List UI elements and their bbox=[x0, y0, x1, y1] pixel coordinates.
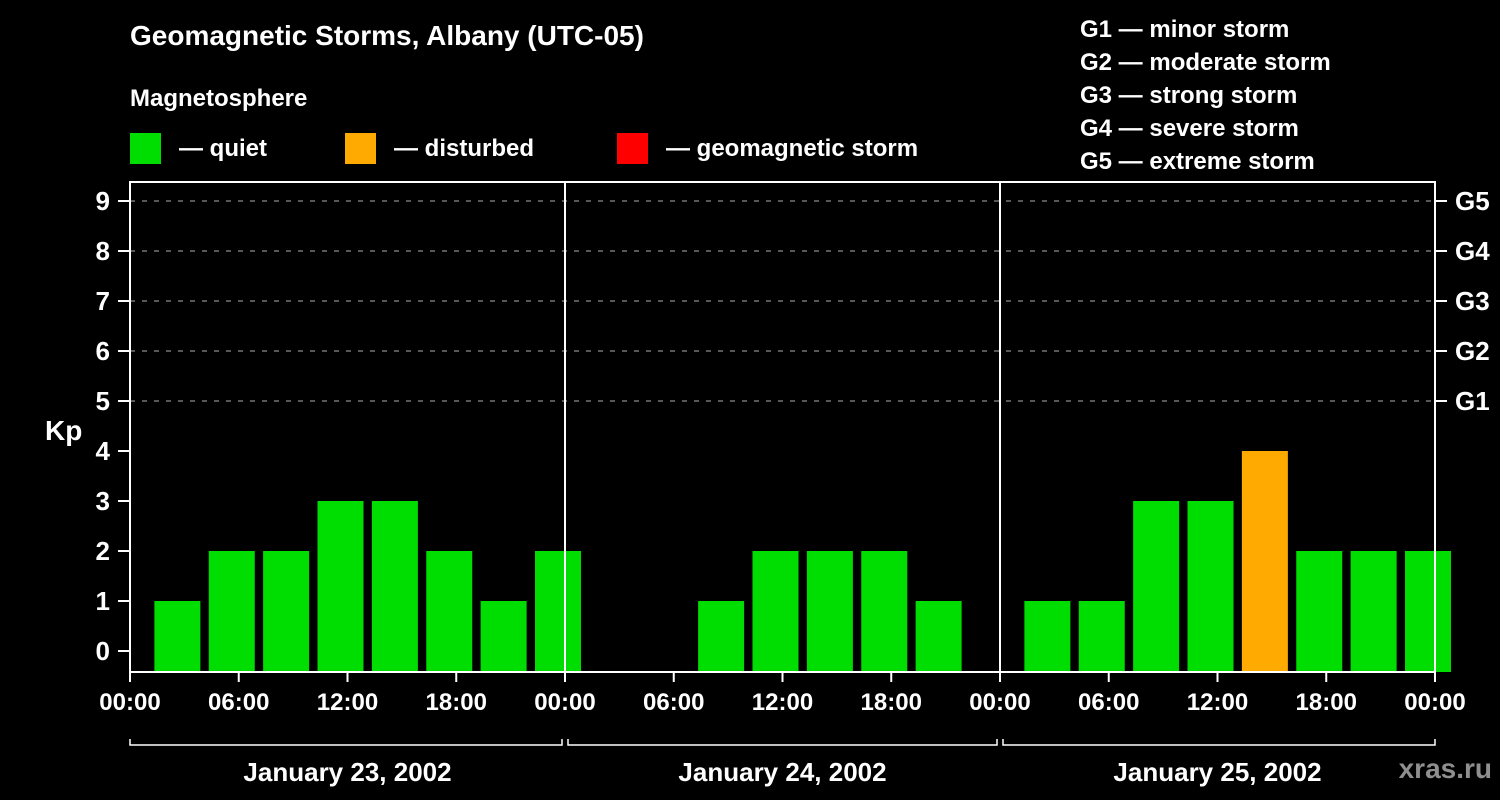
kp-bar bbox=[263, 551, 310, 672]
storm-scale-item-g5: G5 — extreme storm bbox=[1080, 148, 1315, 175]
kp-bar bbox=[1405, 551, 1451, 672]
kp-bar bbox=[1133, 501, 1180, 672]
y-tick-label: 4 bbox=[96, 436, 111, 466]
legend-label-quiet: — quiet bbox=[179, 134, 267, 162]
time-tick-label: 00:00 bbox=[969, 689, 1030, 716]
storm-swatch-icon bbox=[617, 133, 648, 164]
time-tick-label: 18:00 bbox=[1296, 689, 1357, 716]
g-scale-label: G4 bbox=[1455, 236, 1490, 266]
kp-bar bbox=[535, 551, 581, 672]
y-tick-label: 1 bbox=[96, 586, 110, 616]
y-tick-label: 0 bbox=[96, 636, 110, 666]
y-tick-label: 2 bbox=[96, 536, 110, 566]
time-tick-label: 00:00 bbox=[534, 689, 595, 716]
kp-bar bbox=[752, 551, 799, 672]
g-scale-label: G5 bbox=[1455, 186, 1490, 216]
storm-scale-legend: G1 — minor storm G2 — moderate storm G3 … bbox=[1080, 13, 1331, 178]
kp-bar bbox=[154, 601, 201, 672]
chart-subtitle: Magnetosphere bbox=[130, 85, 308, 112]
date-label: January 23, 2002 bbox=[243, 757, 451, 787]
y-tick-label: 3 bbox=[96, 486, 110, 516]
time-tick-label: 18:00 bbox=[426, 689, 487, 716]
kp-bar bbox=[698, 601, 745, 672]
time-tick-label: 12:00 bbox=[317, 689, 378, 716]
storm-scale-item-g2: G2 — moderate storm bbox=[1080, 49, 1331, 76]
legend-item-storm: — geomagnetic storm bbox=[617, 133, 918, 164]
kp-bar bbox=[915, 601, 962, 672]
date-label: January 25, 2002 bbox=[1113, 757, 1321, 787]
kp-axis-label: Kp bbox=[45, 415, 82, 446]
g-scale-label: G3 bbox=[1455, 286, 1490, 316]
day-bracket bbox=[129, 739, 563, 746]
legend-item-disturbed: — disturbed bbox=[345, 133, 534, 164]
time-tick-label: 00:00 bbox=[1404, 689, 1465, 716]
y-tick-label: 9 bbox=[96, 186, 110, 216]
day-bracket bbox=[1002, 739, 1436, 746]
kp-bar bbox=[1350, 551, 1397, 672]
y-tick-label: 5 bbox=[96, 386, 110, 416]
time-tick-label: 00:00 bbox=[99, 689, 160, 716]
disturbed-swatch-icon bbox=[345, 133, 376, 164]
g-scale-label: G2 bbox=[1455, 336, 1490, 366]
kp-bar bbox=[1241, 451, 1288, 672]
legend-label-disturbed: — disturbed bbox=[394, 134, 535, 162]
kp-bar bbox=[317, 501, 364, 672]
time-tick-label: 06:00 bbox=[1078, 689, 1139, 716]
time-tick-label: 12:00 bbox=[1187, 689, 1248, 716]
watermark: xras.ru bbox=[1398, 753, 1492, 784]
kp-bar bbox=[208, 551, 255, 672]
kp-bar bbox=[1187, 501, 1234, 672]
time-tick-label: 06:00 bbox=[208, 689, 269, 716]
y-tick-label: 8 bbox=[96, 236, 110, 266]
time-tick-label: 12:00 bbox=[752, 689, 813, 716]
kp-bar bbox=[1024, 601, 1071, 672]
kp-bar bbox=[426, 551, 473, 672]
legend-label-storm: — geomagnetic storm bbox=[666, 134, 919, 162]
g-scale-label: G1 bbox=[1455, 386, 1490, 416]
time-tick-label: 06:00 bbox=[643, 689, 704, 716]
time-tick-label: 18:00 bbox=[861, 689, 922, 716]
quiet-swatch-icon bbox=[130, 133, 161, 164]
kp-bar bbox=[861, 551, 908, 672]
kp-bar bbox=[480, 601, 527, 672]
y-tick-label: 7 bbox=[96, 286, 110, 316]
kp-bar bbox=[806, 551, 853, 672]
day-bracket bbox=[567, 739, 998, 746]
storm-scale-item-g1: G1 — minor storm bbox=[1080, 16, 1290, 43]
legend-item-quiet: — quiet bbox=[130, 133, 267, 164]
kp-bar bbox=[1078, 601, 1125, 672]
storm-scale-item-g3: G3 — strong storm bbox=[1080, 82, 1298, 109]
kp-bar bbox=[1296, 551, 1343, 672]
date-label: January 24, 2002 bbox=[678, 757, 886, 787]
storm-scale-item-g4: G4 — severe storm bbox=[1080, 115, 1299, 142]
y-tick-label: 6 bbox=[96, 336, 110, 366]
chart-title: Geomagnetic Storms, Albany (UTC-05) bbox=[130, 20, 644, 51]
kp-bar bbox=[371, 501, 418, 672]
